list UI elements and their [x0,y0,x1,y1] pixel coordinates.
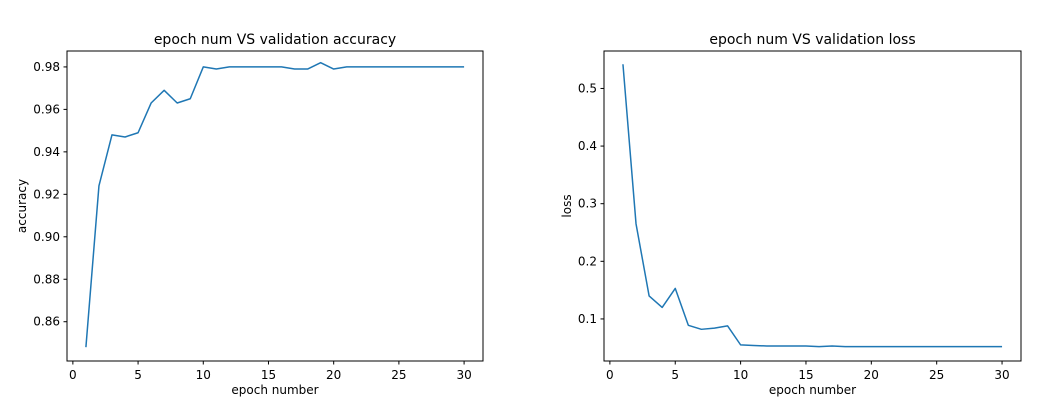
y-tick-label: 0.92 [33,187,60,201]
x-axis-label: epoch number [231,383,318,397]
x-axis-label: epoch number [769,383,856,397]
x-tick-label: 15 [261,368,276,382]
x-tick-label: 0 [69,368,77,382]
x-tick-label: 30 [994,368,1009,382]
loss-chart: epoch num VS validation loss epoch numbe… [560,32,1022,397]
x-tick-label: 5 [671,368,679,382]
x-tick-label: 25 [391,368,406,382]
axes-frame [66,50,484,362]
x-tick-label: 5 [134,368,142,382]
y-tick-label: 0.5 [578,81,597,95]
y-tick-label: 0.1 [578,312,597,326]
accuracy-chart: epoch num VS validation accuracy epoch n… [15,32,484,397]
y-tick-label: 0.86 [33,315,60,329]
chart-title: epoch num VS validation accuracy [154,32,396,48]
x-tick-label: 15 [798,368,813,382]
y-tick-label: 0.2 [578,254,597,268]
y-axis-label: accuracy [15,179,29,233]
x-tick-label: 20 [864,368,879,382]
series-line [85,61,465,348]
y-tick-label: 0.96 [33,102,60,116]
chart-title: epoch num VS validation loss [709,32,915,48]
x-tick-label: 10 [196,368,211,382]
x-tick-label: 30 [456,368,471,382]
y-tick-label: 0.3 [578,197,597,211]
axes-frame [603,50,1022,362]
y-tick-label: 0.88 [33,272,60,286]
y-axis-label: loss [560,194,574,217]
x-tick-label: 10 [733,368,748,382]
series-line [622,64,1003,348]
y-tick-label: 0.94 [33,145,60,159]
y-tick-label: 0.98 [33,60,60,74]
x-tick-label: 25 [929,368,944,382]
y-tick-label: 0.90 [33,230,60,244]
x-tick-label: 0 [606,368,614,382]
y-tick-label: 0.4 [578,139,597,153]
x-tick-label: 20 [326,368,341,382]
